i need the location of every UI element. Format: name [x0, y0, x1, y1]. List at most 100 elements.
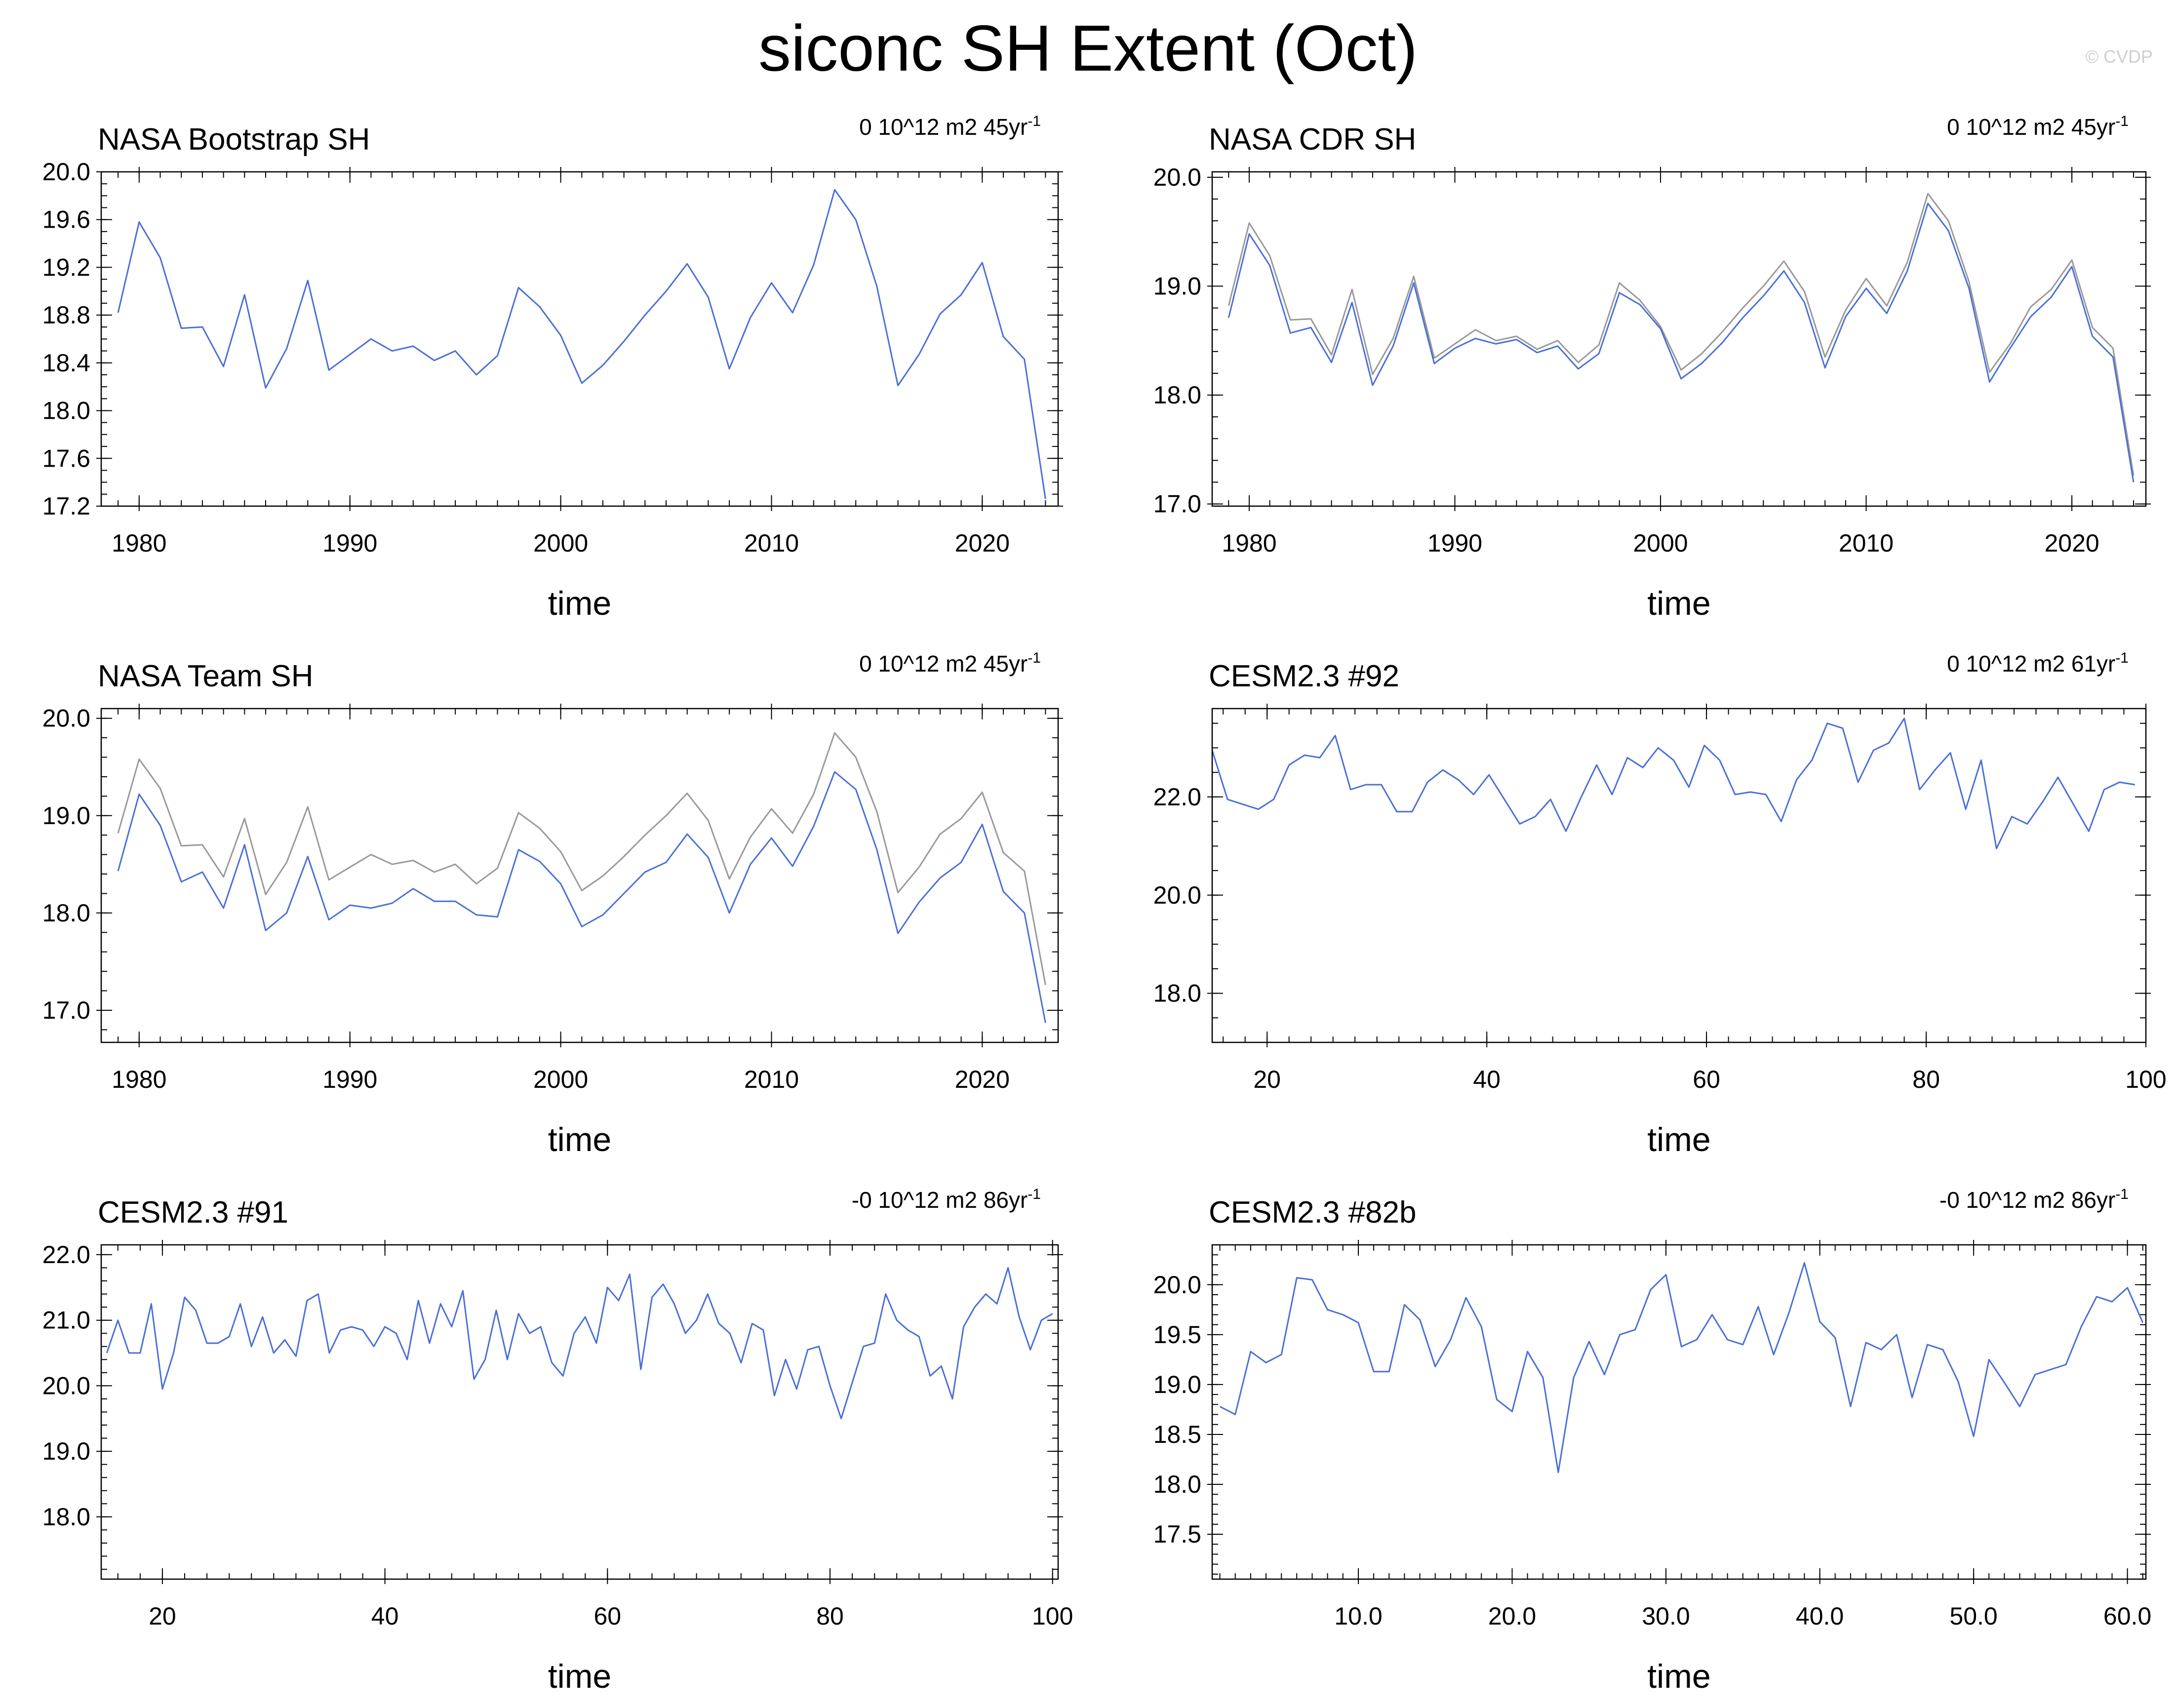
trend-annotation-text: 0 10^12 m2 61yr — [1947, 651, 2115, 676]
data-series-line — [106, 1267, 1053, 1420]
x-axis-label: time — [548, 1658, 611, 1695]
data-series-line — [1219, 1262, 2144, 1473]
axis-ticks — [1207, 1240, 2151, 1584]
x-tick-label: 1980 — [1222, 529, 1276, 557]
y-tick-label: 19.0 — [42, 802, 90, 830]
plot-frame — [100, 1244, 1059, 1580]
trend-annotation-text: -0 10^12 m2 86yr — [852, 1187, 1028, 1213]
y-tick-label: 20.0 — [42, 705, 90, 732]
page-title: siconc SH Extent (Oct) — [758, 12, 1418, 84]
x-tick-label: 40 — [1473, 1066, 1501, 1093]
y-tick-label: 17.5 — [1153, 1520, 1201, 1548]
y-tick-label: 19.0 — [42, 1437, 90, 1465]
x-tick-label: 100 — [1032, 1602, 1073, 1630]
x-axis-label: time — [548, 1121, 611, 1158]
axis-ticks — [96, 1240, 1063, 1584]
y-tick-label: 18.0 — [42, 397, 90, 425]
chart-panel: 10.0 20.0 30.0 40.0 50.0 60.0 17.5 18.0 18.5 19.0… — [1153, 1186, 2152, 1695]
x-tick-label: 20 — [149, 1602, 176, 1630]
y-tick-label: 19.5 — [1153, 1321, 1201, 1349]
trend-annotation-exponent: -1 — [2115, 1186, 2129, 1202]
x-axis-label: time — [548, 585, 611, 622]
y-tick-label: 20.0 — [1153, 1271, 1201, 1299]
x-tick-label: 1980 — [112, 529, 166, 557]
trend-annotation-exponent: -1 — [1028, 650, 1041, 666]
chart-panel: 1980 1990 2000 2010 2020 17.0 18.0 19.0 20.0 NASA… — [42, 650, 1063, 1158]
y-tick-label: 18.0 — [1153, 381, 1201, 409]
trend-annotation-text: 0 10^12 m2 45yr — [859, 651, 1028, 676]
x-tick-label: 1990 — [1427, 529, 1482, 557]
x-tick-label: 60 — [1693, 1066, 1720, 1093]
y-tick-label: 17.0 — [42, 996, 90, 1024]
chart-title: NASA Bootstrap SH — [98, 122, 370, 157]
x-tick-label: 2000 — [533, 529, 588, 557]
reference-series-line — [117, 732, 1046, 985]
trend-annotation: -0 10^12 m2 86yr-1 — [852, 1186, 1041, 1213]
x-tick-label: 60 — [593, 1602, 621, 1630]
y-tick-label: 20.0 — [1153, 881, 1201, 909]
x-tick-label: 30.0 — [1642, 1602, 1690, 1630]
trend-annotation: 0 10^12 m2 45yr-1 — [1947, 113, 2129, 140]
watermark: © CVDP — [2085, 46, 2153, 67]
x-tick-label: 1980 — [112, 1066, 166, 1093]
chart-panel: 1980 1990 2000 2010 2020 17.2 17.6 18.0 18.4 18.8… — [42, 113, 1063, 622]
x-tick-label: 2000 — [533, 1066, 588, 1093]
y-tick-label: 17.0 — [1153, 490, 1201, 518]
chart-title: CESM2.3 #82b — [1209, 1195, 1416, 1230]
trend-annotation-exponent: -1 — [2115, 113, 2129, 129]
y-tick-label: 17.2 — [42, 492, 90, 520]
plot-frame — [1211, 1244, 2147, 1580]
y-tick-label: 18.8 — [42, 301, 90, 329]
axis-ticks — [1207, 704, 2151, 1047]
y-tick-label: 18.0 — [1153, 980, 1201, 1007]
x-tick-label: 2010 — [744, 529, 799, 557]
x-tick-label: 60.0 — [2103, 1602, 2151, 1630]
x-tick-label: 20 — [1253, 1066, 1281, 1093]
chart-title: CESM2.3 #91 — [98, 1195, 288, 1230]
chart-panel: 1980 1990 2000 2010 2020 17.0 18.0 19.0 20.0 NASA… — [1153, 113, 2151, 622]
y-tick-label: 20.0 — [1153, 163, 1201, 191]
plot-frame — [100, 708, 1059, 1043]
y-tick-label: 19.6 — [42, 206, 90, 234]
trend-annotation-text: 0 10^12 m2 45yr — [859, 114, 1028, 140]
y-tick-label: 17.6 — [42, 444, 90, 472]
y-tick-label: 18.0 — [42, 1503, 90, 1531]
chart-panel: 20 40 60 80 100 18.0 20.0 22.0 CESM2.3 #92 0 10^1… — [1153, 650, 2167, 1158]
chart-title: CESM2.3 #92 — [1209, 659, 1399, 693]
reference-series-line — [1227, 193, 2135, 476]
plot-frame — [1211, 708, 2147, 1043]
trend-annotation: 0 10^12 m2 45yr-1 — [859, 650, 1041, 676]
y-tick-label: 22.0 — [42, 1241, 90, 1269]
x-tick-label: 80 — [816, 1602, 844, 1630]
y-tick-label: 19.2 — [42, 253, 90, 281]
y-tick-label: 18.4 — [42, 349, 90, 377]
trend-annotation-text: 0 10^12 m2 45yr — [1947, 114, 2115, 140]
x-axis-label: time — [1647, 1658, 1710, 1695]
trend-annotation-text: -0 10^12 m2 86yr — [1939, 1187, 2116, 1213]
trend-annotation: 0 10^12 m2 45yr-1 — [859, 113, 1041, 140]
y-tick-label: 20.0 — [42, 1372, 90, 1399]
data-series-line — [117, 771, 1046, 1023]
x-tick-label: 40.0 — [1796, 1602, 1844, 1630]
trend-annotation-exponent: -1 — [2115, 650, 2129, 666]
x-tick-label: 2020 — [955, 1066, 1010, 1093]
x-tick-label: 10.0 — [1334, 1602, 1382, 1630]
y-tick-label: 18.5 — [1153, 1421, 1201, 1448]
x-tick-label: 2010 — [744, 1066, 799, 1093]
trend-annotation: -0 10^12 m2 86yr-1 — [1939, 1186, 2129, 1213]
x-tick-label: 20.0 — [1488, 1602, 1536, 1630]
x-tick-label: 2020 — [955, 529, 1010, 557]
plot-frame — [1211, 171, 2147, 507]
x-axis-label: time — [1647, 1121, 1710, 1158]
y-tick-label: 22.0 — [1153, 783, 1201, 811]
x-tick-label: 80 — [1912, 1066, 1940, 1093]
y-tick-label: 20.0 — [42, 158, 90, 186]
y-tick-label: 19.0 — [1153, 1371, 1201, 1398]
data-series-line — [117, 189, 1046, 499]
trend-annotation-exponent: -1 — [1028, 1186, 1041, 1202]
x-tick-label: 2000 — [1633, 529, 1688, 557]
chart-title: NASA CDR SH — [1209, 122, 1416, 157]
x-tick-label: 100 — [2125, 1066, 2166, 1093]
x-tick-label: 1990 — [322, 529, 377, 557]
x-tick-label: 40 — [371, 1602, 399, 1630]
